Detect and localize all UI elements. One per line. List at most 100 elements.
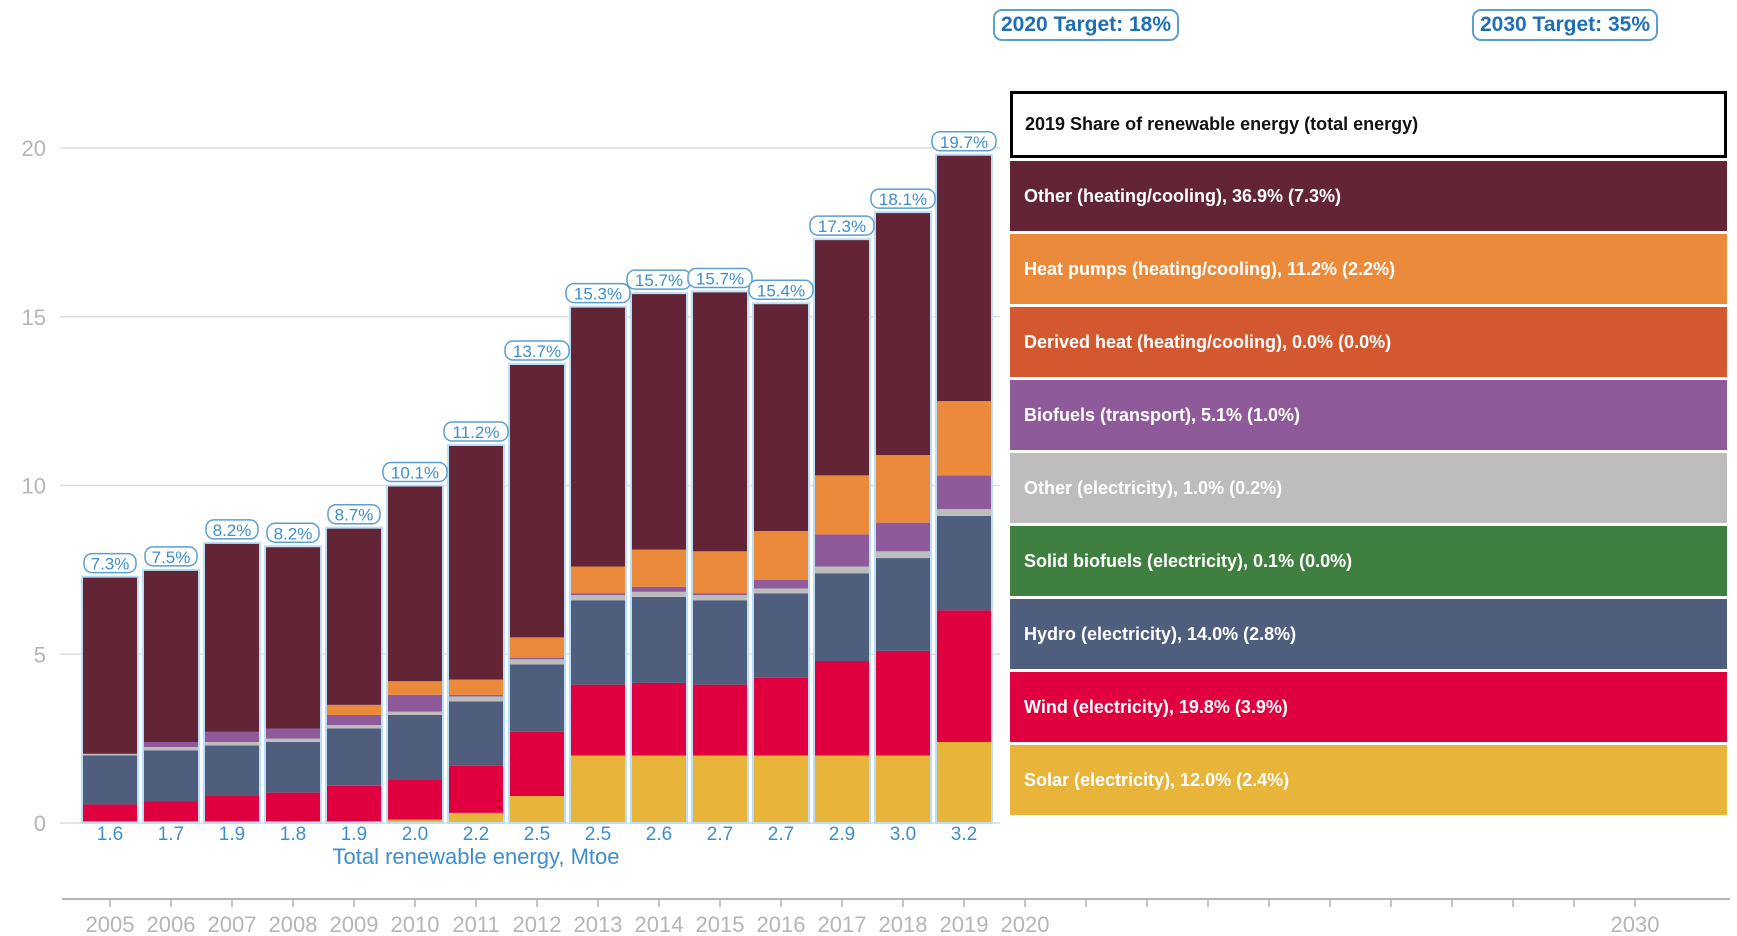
bar-segment: [875, 650, 931, 756]
bar-segment: [326, 715, 382, 726]
bar-segment: [143, 747, 199, 751]
share-label: 10.1%: [391, 464, 439, 483]
bar-2010: [386, 484, 444, 824]
bar-segment: [814, 475, 870, 535]
bar-segment: [875, 212, 931, 456]
bar-outline: [630, 292, 688, 824]
year-label: 2012: [513, 912, 562, 936]
y-tick-label: 20: [22, 136, 46, 161]
bar-segment: [753, 580, 809, 589]
share-labels: 7.3% 7.5% 8.2% 8.2% 8.7% 10.1% 11.2% 13.7% 15.3%…: [83, 131, 997, 574]
bar-segment: [204, 542, 260, 732]
bar-outline: [874, 211, 932, 824]
year-label: 2019: [940, 912, 989, 936]
bar-segment: [265, 742, 321, 793]
bar-2012: [508, 363, 566, 824]
bar-segment: [692, 755, 748, 823]
bar-segment: [875, 558, 931, 651]
share-label: 19.7%: [940, 133, 988, 152]
bar-segment: [204, 745, 260, 796]
bar-segment: [204, 796, 260, 822]
bar-segment: [204, 731, 260, 742]
x-axis-title: Total renewable energy, Mtoe: [333, 844, 620, 869]
bar-2005: [81, 575, 139, 824]
bar-segment: [631, 586, 687, 592]
bar-outline: [142, 568, 200, 824]
year-label: 2014: [635, 912, 684, 936]
total-label: 2.5: [585, 824, 611, 845]
bar-segment: [82, 755, 138, 805]
bar-segment: [936, 515, 992, 611]
bar-segment: [570, 684, 626, 756]
legend-item: Other (heating/cooling), 36.9% (7.3%): [1010, 161, 1727, 231]
share-label-box: [504, 340, 570, 361]
bar-segment: [326, 704, 382, 715]
bar-outline: [447, 444, 505, 824]
bar-segment: [570, 595, 626, 601]
share-label-box: [931, 131, 997, 152]
bar-segment: [692, 551, 748, 594]
total-label: 1.7: [158, 824, 184, 845]
bar-segment: [143, 750, 199, 802]
bar-segment: [814, 573, 870, 661]
bar-segment: [509, 659, 565, 665]
year-label: 2011: [452, 912, 499, 936]
legend: 2019 Share of renewable energy (total en…: [1010, 91, 1727, 818]
bar-2011: [447, 444, 505, 824]
bar-2008: [264, 545, 322, 824]
bar-segment: [631, 755, 687, 823]
total-label: 2.9: [829, 824, 855, 845]
bar-segment: [509, 637, 565, 658]
y-axis-ticks: 0 5 10 15 20: [22, 136, 46, 836]
share-label: 15.7%: [696, 269, 744, 288]
bar-outline: [386, 484, 444, 824]
share-label-box: [748, 279, 814, 300]
bar-segment: [875, 455, 931, 523]
bar-segment: [448, 694, 504, 697]
total-label: 1.9: [219, 824, 245, 845]
bar-segment: [936, 610, 992, 742]
bar-segment: [326, 728, 382, 786]
target-2030-badge: 2030 Target: 35%: [1472, 9, 1659, 41]
bar-segment: [143, 742, 199, 748]
bar-segment: [448, 701, 504, 766]
legend-item: Derived heat (heating/cooling), 0.0% (0.…: [1010, 307, 1727, 377]
share-label: 11.2%: [453, 423, 500, 442]
share-label: 15.3%: [574, 285, 622, 304]
bar-segment: [448, 679, 504, 695]
bar-segment: [753, 531, 809, 580]
bar-segment: [936, 475, 992, 510]
bar-segment: [265, 728, 321, 739]
share-label-box: [205, 519, 259, 540]
y-tick-label: 10: [22, 474, 46, 499]
share-label-box: [565, 282, 631, 304]
legend-title: 2019 Share of renewable energy (total en…: [1010, 91, 1727, 158]
bar-segment: [448, 696, 504, 702]
total-label: 2.7: [707, 824, 733, 845]
total-label: 3.0: [890, 824, 916, 845]
legend-items: Other (heating/cooling), 36.9% (7.3%) Hea…: [1010, 161, 1727, 815]
year-label: 2009: [330, 912, 379, 936]
share-label-box: [443, 421, 509, 442]
bar-2018: [874, 211, 932, 824]
year-label: 2017: [818, 912, 867, 936]
y-tick-label: 5: [34, 642, 46, 667]
total-label: 2.6: [646, 824, 672, 845]
total-label: 3.2: [951, 824, 977, 845]
share-label-box: [327, 503, 381, 525]
bar-segment: [82, 753, 138, 756]
bar-outline: [508, 363, 566, 824]
bar-segment: [387, 779, 443, 820]
bar-segment: [753, 755, 809, 823]
year-label: 2018: [879, 912, 928, 936]
legend-item: Other (electricity), 1.0% (0.2%): [1010, 453, 1727, 523]
bar-2015: [691, 290, 749, 824]
bar-2007: [203, 541, 261, 824]
legend-item: Solar (electricity), 12.0% (2.4%): [1010, 745, 1727, 815]
bar-segment: [326, 725, 382, 729]
bar-2009: [325, 526, 383, 824]
legend-item: Solid biofuels (electricity), 0.1% (0.0%…: [1010, 526, 1727, 596]
bar-segment: [814, 239, 870, 476]
bar-segment: [753, 593, 809, 678]
share-label: 8.2%: [213, 521, 252, 540]
